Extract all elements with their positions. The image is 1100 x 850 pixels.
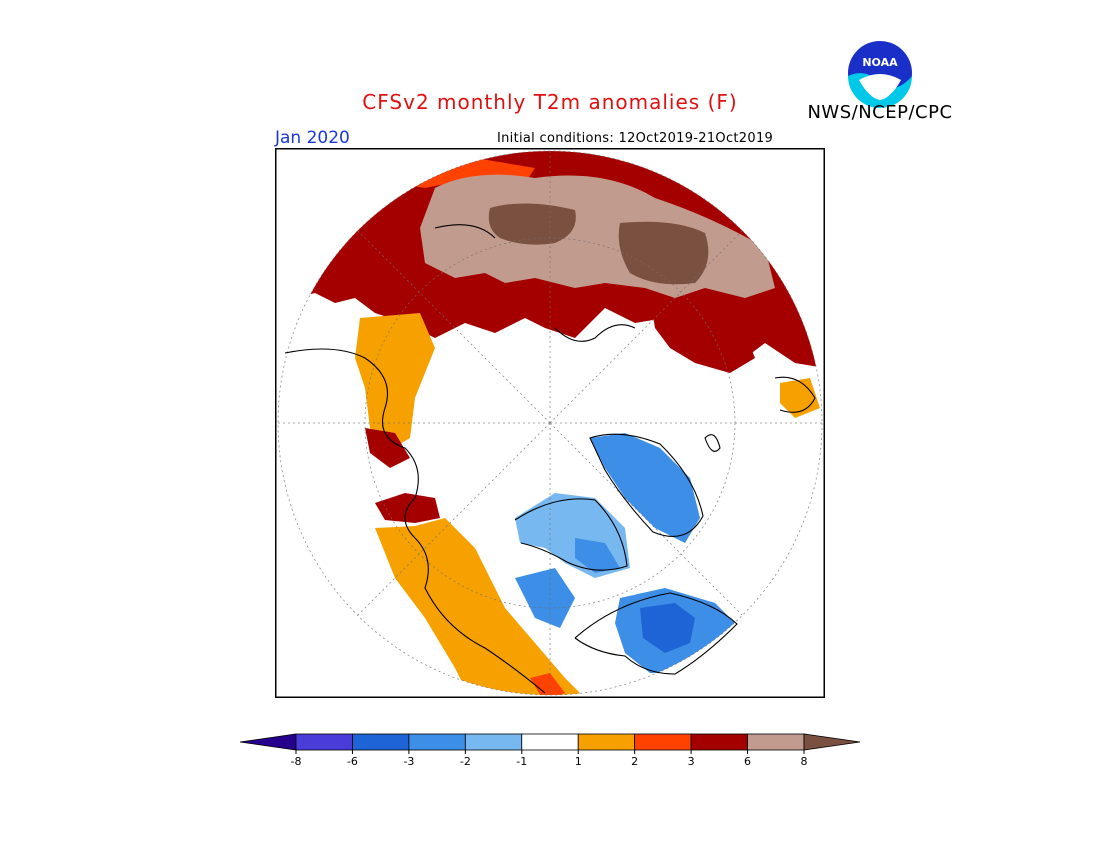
agency-label: NWS/NCEP/CPC	[807, 102, 953, 123]
noaa-logo: NOAA	[845, 38, 915, 108]
colorbar-tick-label: 3	[688, 755, 695, 768]
anomaly-region-minus3to-2-quebec	[575, 538, 620, 573]
anomaly-region-minus6to-3-labrador	[640, 603, 695, 653]
colorbar-tick-label: 1	[575, 755, 582, 768]
anomaly-region-3to6-alaska-coast	[365, 428, 410, 468]
map-title: CFSv2 monthly T2m anomalies (F)	[362, 90, 738, 114]
colorbar-swatch-8	[690, 733, 748, 751]
anomaly-region-2to3-south	[530, 673, 565, 695]
colorbar-tick-label: 2	[631, 755, 638, 768]
anomaly-region-minus3to-2-canada	[515, 568, 575, 628]
colorbar-tick-label: 8	[801, 755, 808, 768]
anomaly-region-gt8-east	[618, 221, 709, 285]
coastlines	[284, 224, 816, 694]
colorbar-tick-label: -6	[347, 755, 358, 768]
colorbar-swatch-9	[747, 733, 805, 751]
anomaly-region-1to2-west-canada	[375, 518, 595, 695]
anomaly-region-3to6-east-siberia	[650, 298, 755, 373]
anomaly-region-1to2-alaska	[355, 313, 435, 453]
colorbar-swatch-5	[521, 733, 579, 751]
colorbar-swatch-4	[464, 733, 523, 751]
colorbar-swatch-0	[239, 733, 297, 751]
colorbar-swatch-1	[295, 733, 353, 751]
colorbar-swatch-7	[634, 733, 692, 751]
colorbar-swatch-6	[577, 733, 636, 751]
graticule	[277, 150, 823, 696]
colorbar-swatch-3	[408, 733, 466, 751]
colorbar-tick-label: -2	[460, 755, 471, 768]
colorbar-tick-label: -1	[516, 755, 527, 768]
colorbar-tick-label: 6	[744, 755, 751, 768]
colorbar-tick-label: -3	[403, 755, 414, 768]
forecast-month: Jan 2020	[275, 128, 350, 148]
anomaly-region-minus2to-1-greenland	[590, 433, 700, 543]
noaa-logo-text: NOAA	[862, 56, 898, 69]
colorbar-legend: -8 -6 -3 -2 -1 1 2 3 6 8	[230, 728, 870, 778]
colorbar-swatch-10	[803, 733, 861, 751]
initial-conditions: Initial conditions: 12Oct2019-21Oct2019	[497, 131, 774, 146]
colorbar-swatch-2	[352, 733, 410, 751]
anomaly-region-gt8-west	[488, 203, 576, 245]
anomaly-region-1to2-europe	[780, 378, 820, 418]
colorbar-tick-label: -8	[291, 755, 302, 768]
polar-map	[275, 148, 825, 698]
